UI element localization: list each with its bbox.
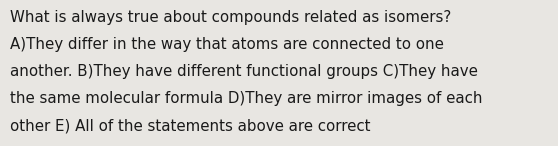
Text: A)They differ in the way that atoms are connected to one: A)They differ in the way that atoms are … bbox=[10, 37, 444, 52]
Text: other E) All of the statements above are correct: other E) All of the statements above are… bbox=[10, 118, 371, 133]
Text: What is always true about compounds related as isomers?: What is always true about compounds rela… bbox=[10, 10, 451, 25]
Text: the same molecular formula D)They are mirror images of each: the same molecular formula D)They are mi… bbox=[10, 91, 483, 106]
Text: another. B)They have different functional groups C)They have: another. B)They have different functiona… bbox=[10, 64, 478, 79]
